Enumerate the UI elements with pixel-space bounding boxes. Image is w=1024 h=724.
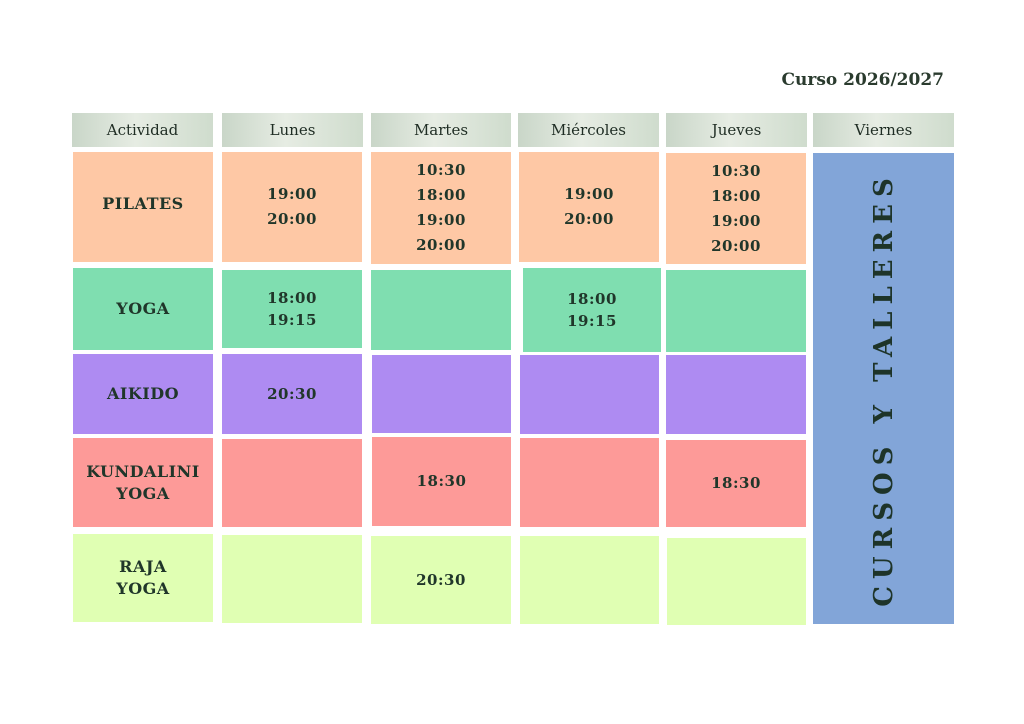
header-actividad: Actividad (72, 113, 213, 147)
time-slot: 10:30 (711, 161, 761, 180)
time-slot: 19:15 (267, 311, 317, 329)
time-slot: 10:30 (416, 161, 466, 179)
time-slot: 19:00 (416, 211, 466, 229)
aikido-lunes: 20:30 (222, 354, 362, 434)
header-martes: Martes (371, 113, 511, 147)
raja-jueves (667, 538, 806, 625)
activity-label: RAJA (119, 557, 167, 576)
time-slot: 20:00 (711, 236, 761, 255)
time-slot: 20:00 (267, 210, 317, 228)
time-slot: 19:00 (564, 185, 614, 203)
activity-label: PILATES (102, 194, 184, 213)
time-slot: 20:30 (267, 384, 317, 403)
time-slot: 20:00 (416, 236, 466, 254)
time-slot: 19:00 (711, 211, 761, 230)
pilates-jueves: 10:30 18:00 19:00 20:00 (666, 153, 806, 264)
raja-miercoles (520, 536, 659, 624)
viernes-courses-block: CURSOS Y TALLERES (813, 153, 954, 624)
time-slot: 18:00 (567, 290, 617, 308)
course-year-label: Curso 2026/2027 (781, 70, 944, 90)
activity-yoga: YOGA (73, 268, 213, 350)
aikido-miercoles (520, 355, 659, 434)
header-viernes: Viernes (813, 113, 954, 147)
time-slot: 20:30 (416, 570, 466, 589)
time-slot: 20:00 (564, 210, 614, 228)
activity-label: YOGA (116, 483, 170, 503)
header-jueves: Jueves (666, 113, 807, 147)
activity-aikido: AIKIDO (73, 354, 213, 434)
activity-raja-yoga: RAJA YOGA (73, 534, 213, 622)
kundalini-miercoles (520, 438, 659, 527)
yoga-lunes: 18:00 19:15 (222, 270, 362, 348)
yoga-jueves (666, 270, 806, 352)
time-slot: 19:15 (567, 312, 617, 330)
kundalini-lunes (222, 439, 362, 527)
yoga-martes (371, 270, 511, 350)
kundalini-martes: 18:30 (372, 437, 511, 526)
activity-pilates: PILATES (73, 152, 213, 262)
time-slot: 19:00 (267, 185, 317, 203)
raja-lunes (222, 535, 362, 623)
header-miercoles: Miércoles (518, 113, 659, 147)
time-slot: 18:30 (711, 474, 761, 492)
aikido-jueves (666, 355, 806, 434)
time-slot: 18:00 (711, 186, 761, 205)
pilates-lunes: 19:00 20:00 (222, 152, 362, 262)
time-slot: 18:00 (416, 186, 466, 204)
kundalini-jueves: 18:30 (666, 440, 806, 527)
friday-banner-text: CURSOS Y TALLERES (868, 170, 899, 607)
pilates-miercoles: 19:00 20:00 (519, 152, 659, 262)
activity-label: YOGA (116, 579, 170, 598)
aikido-martes (372, 355, 511, 433)
time-slot: 18:00 (267, 289, 317, 307)
time-slot: 18:30 (416, 472, 467, 490)
yoga-miercoles: 18:00 19:15 (523, 268, 661, 352)
pilates-martes: 10:30 18:00 19:00 20:00 (371, 152, 511, 264)
raja-martes: 20:30 (371, 536, 511, 624)
activity-label: AIKIDO (106, 384, 180, 403)
activity-kundalini-yoga: KUNDALINI YOGA (73, 438, 213, 527)
header-lunes: Lunes (222, 113, 363, 147)
activity-label: KUNDALINI (86, 461, 200, 481)
activity-label: YOGA (116, 299, 170, 318)
